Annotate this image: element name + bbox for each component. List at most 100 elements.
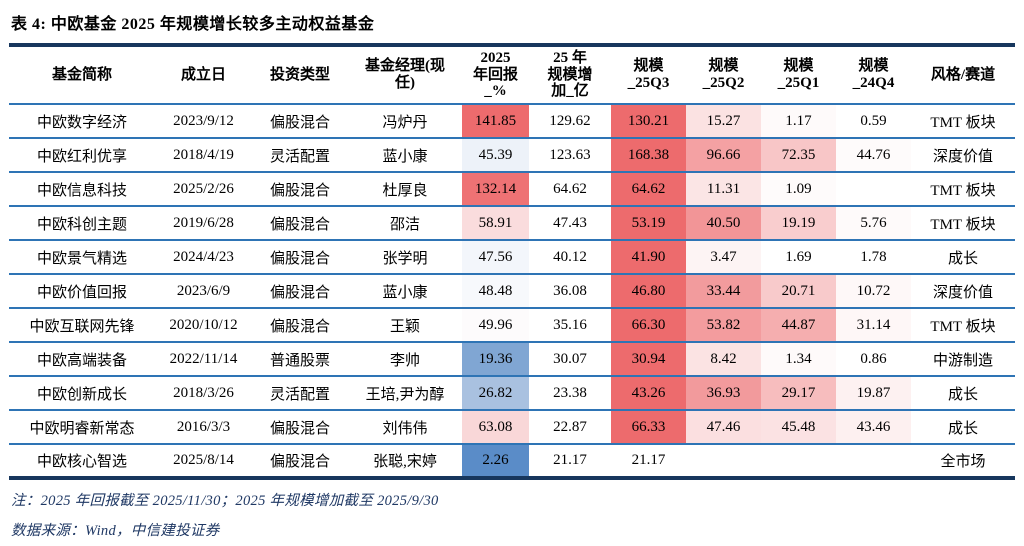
table-cell: 2018/3/26 [173, 384, 234, 401]
table-cell: 偏股混合 [269, 250, 330, 267]
table-cell: 30.07 [553, 350, 587, 367]
table-title: 表 4: 中欧基金 2025 年规模增长较多主动权益基金 [9, 6, 1015, 47]
column-header: 规模 _25Q1 [761, 47, 836, 105]
column-header: 规模 _24Q4 [836, 47, 911, 105]
column-header: 25 年 规模增 加_亿 [529, 47, 611, 105]
table-cell: 43.26 [611, 376, 686, 410]
table-cell: 李帅 [389, 352, 420, 369]
table-cell: TMT 板块 [930, 216, 996, 233]
table-row: 中欧价值回报 2023/6/9 偏股混合 蓝小康 48.48 36.08 46.80 33.4… [9, 274, 1015, 308]
table-cell: 2025/2/26 [173, 180, 234, 197]
table-cell: 5.76 [836, 206, 911, 240]
column-header: 规模 _25Q3 [611, 47, 686, 105]
table-cell: 49.96 [462, 308, 529, 342]
table-row: 中欧明睿新常态 2016/3/3 偏股混合 刘伟伟 63.08 22.87 66.33 47.… [9, 410, 1015, 444]
table-cell: 张学明 [382, 250, 428, 267]
table-cell: 66.30 [611, 308, 686, 342]
table-cell: 44.76 [836, 138, 911, 172]
table-cell: 中欧红利优享 [36, 148, 127, 165]
table-cell: 58.91 [462, 206, 529, 240]
table-cell: 0.59 [860, 112, 887, 129]
table-cell: 中欧数字经济 [36, 114, 127, 131]
table-cell: 1.34 [761, 342, 836, 376]
table-cell: 王培,尹为醇 [365, 386, 445, 403]
table-cell: 19.87 [836, 376, 911, 410]
table-cell: 2024/4/23 [173, 248, 234, 265]
column-header: 投资类型 [252, 47, 348, 105]
table-cell: 19.36 [462, 342, 529, 376]
table-cell: 47.56 [462, 240, 529, 274]
table-cell [686, 444, 761, 478]
table-cell: 偏股混合 [269, 216, 330, 233]
table-cell: 168.38 [611, 138, 686, 172]
column-header: 2025 年回报 _% [462, 47, 529, 105]
table-cell: 36.08 [553, 282, 587, 299]
table-cell: 刘伟伟 [382, 420, 428, 437]
table-cell: 66.33 [611, 410, 686, 444]
table-cell: 中欧科创主题 [36, 216, 127, 233]
table-cell: 成长 [947, 250, 978, 267]
table-cell: 中欧景气精选 [36, 250, 127, 267]
table-cell: 偏股混合 [269, 318, 330, 335]
table-cell: 2025/8/14 [173, 452, 234, 468]
header-row: 基金简称 成立日 投资类型 基金经理(现 任) 2025 年回报 _% 25 年 规模增 … [9, 47, 1015, 105]
source-line: 数据来源：Wind，中信建投证券 [11, 523, 220, 539]
table-cell: 45.39 [462, 138, 529, 172]
table-cell: 中欧高端装备 [36, 352, 127, 369]
table-cell: 全市场 [940, 454, 986, 470]
table-cell: 47.46 [686, 410, 761, 444]
table-cell: 63.08 [462, 410, 529, 444]
fund-table: 基金简称 成立日 投资类型 基金经理(现 任) 2025 年回报 _% 25 年 规模增 … [9, 47, 1015, 480]
table-cell: 141.85 [462, 104, 529, 138]
table-cell: 64.62 [553, 180, 587, 197]
table-cell: 王颖 [389, 318, 420, 335]
table-cell: 33.44 [686, 274, 761, 308]
column-header: 基金经理(现 任) [348, 47, 462, 105]
table-cell: 偏股混合 [269, 114, 330, 131]
table-cell: 129.62 [549, 112, 591, 129]
table-cell: 2022/11/14 [169, 350, 238, 367]
table-cell: TMT 板块 [930, 114, 996, 131]
table-cell: 杜厚良 [382, 182, 428, 199]
table-cell: 15.27 [686, 104, 761, 138]
table-cell: 45.48 [761, 410, 836, 444]
table-cell: 邵洁 [389, 216, 420, 233]
table-cell: 46.80 [611, 274, 686, 308]
table-row: 中欧互联网先锋 2020/10/12 偏股混合 王颖 49.96 35.16 66.30 53… [9, 308, 1015, 342]
table-cell: 41.90 [611, 240, 686, 274]
table-cell: 48.48 [462, 274, 529, 308]
table-row: 中欧核心智选 2025/8/14 偏股混合 张聪,宋婷 2.26 21.17 21.17 全市… [9, 444, 1015, 478]
footnotes: 注：2025 年回报截至 2025/11/30；2025 年规模增加截至 202… [11, 489, 1015, 540]
column-header: 规模 _25Q2 [686, 47, 761, 105]
table-cell: 偏股混合 [269, 420, 330, 437]
table-cell: 2018/4/19 [173, 146, 234, 163]
table-cell: 成长 [947, 420, 978, 437]
table-row: 中欧创新成长 2018/3/26 灵活配置 王培,尹为醇 26.82 23.38 43.26… [9, 376, 1015, 410]
table-body: 中欧数字经济 2023/9/12 偏股混合 冯炉丹 141.85 129.62 130.21… [9, 104, 1015, 478]
table-cell: 40.12 [553, 248, 587, 265]
table-cell: 26.82 [462, 376, 529, 410]
column-header: 成立日 [155, 47, 252, 105]
table-cell: 53.19 [611, 206, 686, 240]
table-cell: 中欧创新成长 [36, 386, 127, 403]
table-cell: 3.47 [686, 240, 761, 274]
table-cell: 中欧明睿新常态 [29, 420, 135, 437]
table-row: 中欧高端装备 2022/11/14 普通股票 李帅 19.36 30.07 30.94 8.4… [9, 342, 1015, 376]
table-cell: 深度价值 [932, 284, 993, 301]
table-cell: 中欧核心智选 [36, 454, 127, 470]
table-cell: 1.09 [761, 172, 836, 206]
table-cell: 偏股混合 [269, 454, 330, 470]
table-cell: 21.17 [553, 452, 587, 468]
table-cell: 1.69 [785, 248, 812, 265]
table-cell: 10.72 [836, 274, 911, 308]
table-cell: 偏股混合 [269, 284, 330, 301]
table-cell: 22.87 [553, 418, 587, 435]
table-cell: 29.17 [761, 376, 836, 410]
table-cell: 72.35 [761, 138, 836, 172]
table-cell: 1.17 [761, 104, 836, 138]
table-cell: 0.86 [860, 350, 887, 367]
table-cell: 130.21 [611, 104, 686, 138]
table-cell: 普通股票 [269, 352, 330, 369]
table-cell: 偏股混合 [269, 182, 330, 199]
